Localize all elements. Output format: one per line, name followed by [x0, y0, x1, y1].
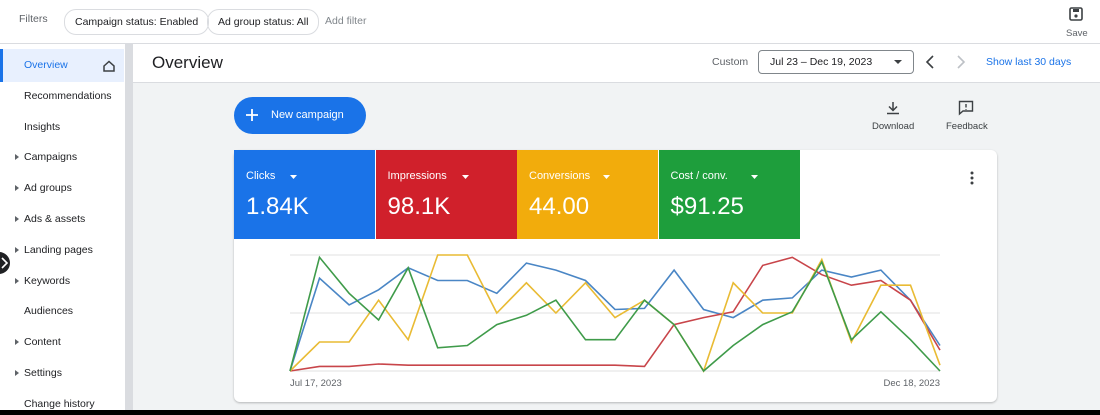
expand-arrow — [15, 185, 19, 192]
x-tick-label: Jul 17, 2023 — [290, 378, 342, 389]
expand-arrow — [15, 277, 19, 284]
dropdown-icon — [289, 175, 297, 179]
filter-chip[interactable]: Campaign status: Enabled — [64, 9, 210, 35]
x-tick-label: Dec 18, 2023 — [883, 378, 940, 389]
expand-arrow — [15, 216, 19, 222]
arrow-shape — [603, 175, 611, 179]
arrow-shape — [289, 175, 297, 179]
filter-chip[interactable]: Ad group status: All — [207, 9, 320, 35]
nav-item[interactable]: Recommendations — [24, 89, 112, 102]
nav-item[interactable]: Ad groups — [24, 182, 72, 195]
nav-item[interactable]: Campaigns — [24, 151, 78, 164]
arrow-shape — [15, 370, 19, 376]
more-menu[interactable] — [967, 170, 977, 186]
save-icon[interactable] — [1068, 6, 1084, 22]
date-picker[interactable] — [758, 50, 914, 74]
date-range[interactable]: Jul 23 – Dec 19, 2023 — [770, 56, 873, 68]
nav-item[interactable]: Change history — [24, 397, 95, 410]
chevron — [1, 257, 9, 269]
dropdown-icon — [894, 60, 902, 64]
nav-item[interactable]: Keywords — [24, 274, 71, 287]
feedback-icon[interactable] — [958, 100, 974, 116]
nav-item[interactable]: Content — [24, 336, 61, 349]
nav-item[interactable]: Settings — [24, 367, 62, 379]
nav-selected — [0, 49, 124, 82]
dropdown-icon — [461, 175, 469, 179]
metric-tile[interactable]: Clicks 1.84K — [234, 150, 375, 239]
show-last[interactable]: Show last 30 days — [986, 56, 1072, 68]
arrow-shape — [15, 246, 19, 253]
feedback-label[interactable]: Feedback — [946, 121, 988, 132]
home-icon — [103, 60, 115, 72]
nav-item[interactable]: Landing pages — [24, 243, 93, 256]
expand-arrow — [15, 339, 19, 346]
metric-name: Clicks — [246, 170, 276, 182]
metric-value: 1.84K — [246, 193, 309, 220]
metric-tile[interactable]: Impressions 98.1K — [375, 150, 517, 239]
range-label: Custom — [712, 56, 749, 68]
header — [133, 44, 1100, 83]
dropdown-icon — [750, 175, 758, 179]
metric-tile[interactable]: Cost / conv. $91.25 — [658, 150, 800, 239]
metric-name: Cost / conv. — [670, 170, 728, 182]
save-label[interactable]: Save — [1066, 28, 1088, 39]
series-line — [289, 256, 941, 372]
nav-item[interactable]: Audiences — [24, 305, 74, 318]
arrow-shape — [15, 185, 19, 192]
metric-name: Conversions — [529, 170, 591, 182]
sidebar — [0, 44, 125, 415]
download-icon[interactable] — [886, 101, 900, 115]
expand-arrow — [15, 154, 19, 161]
add-filter[interactable]: Add filter — [325, 15, 367, 27]
series-line — [289, 255, 941, 373]
arrow-shape — [15, 216, 19, 222]
expand-arrow — [15, 246, 19, 253]
metric-value: $91.25 — [670, 193, 744, 220]
collapse-button[interactable] — [0, 252, 10, 274]
next-button[interactable] — [955, 55, 967, 69]
plus-icon — [246, 109, 258, 121]
metric-value: 44.00 — [529, 193, 590, 220]
filter-bar — [0, 0, 1100, 44]
arrow-shape — [750, 175, 758, 179]
arrow-shape — [15, 277, 19, 284]
download-label[interactable]: Download — [872, 121, 915, 132]
expand-arrow — [15, 370, 19, 376]
metric-value: 98.1K — [387, 193, 451, 220]
scrollbar — [125, 44, 133, 415]
filters-label: Filters — [19, 13, 48, 25]
nav-item[interactable]: Overview — [24, 59, 68, 71]
bottom-edge — [0, 410, 1100, 415]
metric-name: Impressions — [387, 170, 447, 182]
page-title: Overview — [152, 53, 223, 72]
series-line — [289, 262, 941, 372]
new-campaign-label[interactable]: New campaign — [271, 109, 344, 121]
arrow-shape — [15, 154, 19, 161]
metric-tile[interactable]: Conversions 44.00 — [517, 150, 658, 239]
nav-item[interactable]: Ads & assets — [24, 213, 86, 225]
prev-button[interactable] — [924, 55, 936, 69]
performance-chart: Jul 17, 2023 Dec 18, 2023 — [289, 254, 941, 389]
arrow-shape — [15, 339, 19, 346]
dropdown-icon — [603, 175, 611, 179]
nav-item[interactable]: Insights — [24, 120, 61, 133]
arrow-shape — [461, 175, 469, 179]
